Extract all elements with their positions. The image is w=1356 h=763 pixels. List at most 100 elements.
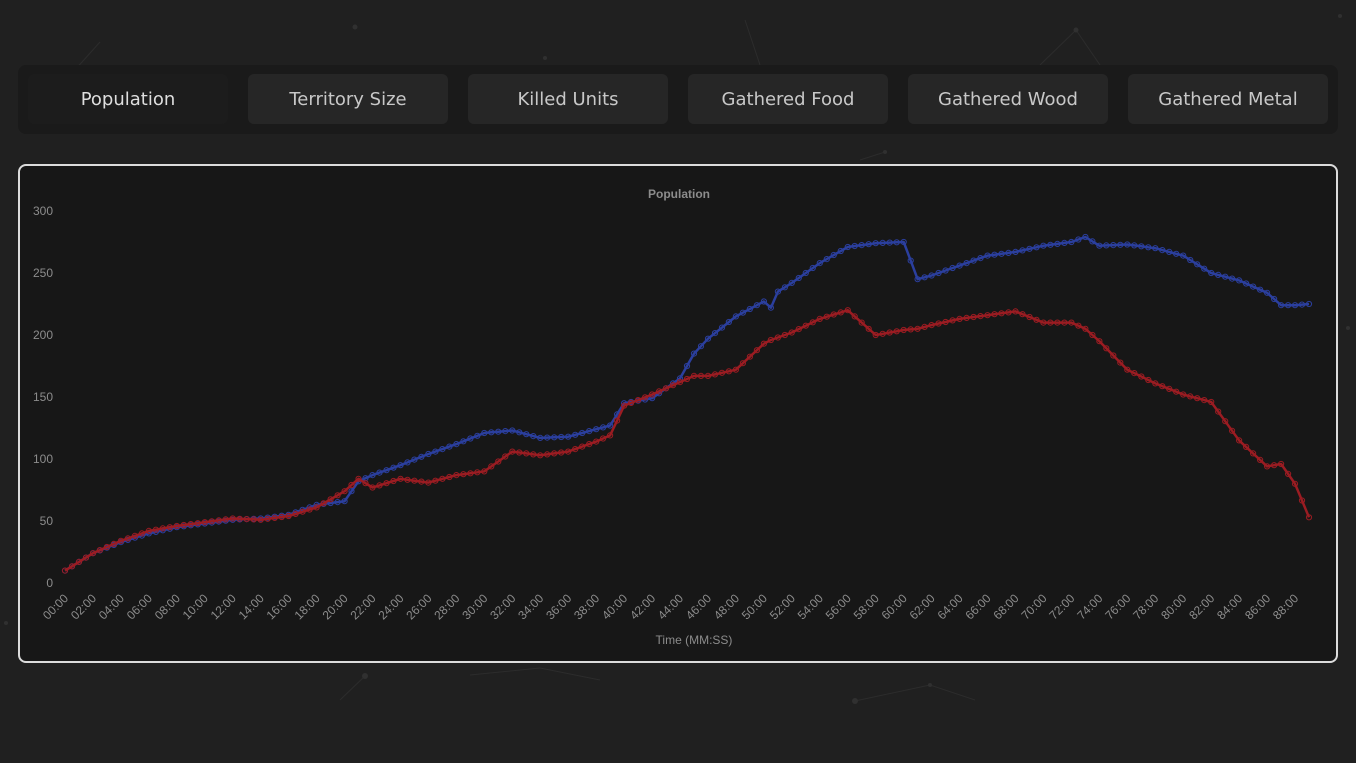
data-point[interactable] [1054, 240, 1061, 248]
data-point[interactable] [1305, 300, 1313, 308]
data-point[interactable] [460, 471, 467, 478]
data-point[interactable] [998, 310, 1005, 317]
data-point[interactable] [1208, 269, 1215, 277]
data-point[interactable] [649, 391, 656, 398]
data-point[interactable] [1236, 437, 1243, 444]
data-point[interactable] [453, 441, 460, 448]
data-point[interactable] [753, 302, 761, 309]
data-point[interactable] [690, 372, 698, 379]
data-point[interactable] [607, 422, 614, 429]
data-point[interactable] [921, 274, 928, 281]
data-point[interactable] [1089, 238, 1096, 245]
data-point[interactable] [1264, 289, 1271, 296]
data-point[interactable] [781, 284, 789, 291]
data-point[interactable] [509, 448, 516, 455]
data-point[interactable] [900, 326, 907, 334]
data-point[interactable] [970, 313, 977, 321]
data-point[interactable] [348, 488, 355, 495]
data-point[interactable] [942, 318, 949, 326]
data-point[interactable] [488, 429, 495, 436]
data-point[interactable] [61, 567, 69, 574]
data-point[interactable] [893, 328, 900, 335]
data-point[interactable] [1285, 302, 1292, 309]
data-point[interactable] [481, 468, 488, 475]
data-point[interactable] [586, 441, 593, 448]
data-point[interactable] [1145, 244, 1152, 251]
data-point[interactable] [530, 433, 537, 440]
data-point[interactable] [1187, 393, 1194, 400]
data-point[interactable] [963, 260, 970, 267]
data-point[interactable] [795, 326, 802, 333]
data-point[interactable] [1166, 385, 1173, 392]
data-point[interactable] [362, 480, 369, 487]
data-point[interactable] [1159, 383, 1166, 390]
tab-territory-size[interactable]: Territory Size [248, 74, 448, 124]
data-point[interactable] [760, 298, 768, 305]
data-point[interactable] [502, 453, 509, 460]
data-point[interactable] [131, 532, 139, 539]
data-point[interactable] [809, 264, 816, 272]
data-point[interactable] [830, 311, 837, 318]
data-point[interactable] [1019, 311, 1026, 318]
data-point[interactable] [1236, 277, 1243, 284]
data-point[interactable] [1208, 398, 1215, 406]
data-point[interactable] [551, 450, 558, 457]
data-point[interactable] [1222, 418, 1229, 425]
data-point[interactable] [376, 482, 383, 489]
data-point[interactable] [1075, 236, 1082, 243]
data-point[interactable] [956, 262, 963, 269]
data-point[interactable] [537, 434, 544, 441]
data-point[interactable] [96, 547, 104, 554]
data-point[interactable] [229, 515, 236, 522]
data-point[interactable] [537, 452, 544, 459]
data-point[interactable] [1159, 247, 1166, 254]
data-point[interactable] [593, 426, 600, 433]
data-point[interactable] [544, 451, 551, 458]
data-point[interactable] [397, 475, 404, 482]
data-point[interactable] [837, 309, 844, 316]
data-point[interactable] [215, 517, 222, 524]
data-point[interactable] [1291, 480, 1299, 487]
data-point[interactable] [516, 429, 523, 436]
data-point[interactable] [390, 464, 397, 471]
data-point[interactable] [739, 360, 747, 367]
data-point[interactable] [1278, 460, 1285, 468]
data-point[interactable] [523, 431, 530, 438]
data-point[interactable] [313, 504, 320, 511]
data-point[interactable] [166, 524, 173, 531]
data-point[interactable] [907, 257, 914, 264]
data-point[interactable] [1117, 241, 1124, 248]
data-point[interactable] [830, 251, 837, 259]
data-point[interactable] [404, 476, 411, 483]
data-point[interactable] [1005, 309, 1012, 316]
data-point[interactable] [418, 478, 425, 485]
data-point[interactable] [1243, 280, 1250, 287]
data-point[interactable] [565, 448, 572, 455]
data-point[interactable] [1019, 247, 1026, 254]
data-point[interactable] [495, 428, 502, 435]
data-point[interactable] [879, 239, 886, 247]
data-point[interactable] [1117, 359, 1124, 366]
data-point[interactable] [600, 435, 607, 442]
data-point[interactable] [1103, 345, 1110, 352]
data-point[interactable] [376, 469, 383, 476]
data-point[interactable] [956, 315, 963, 322]
data-point[interactable] [872, 240, 879, 247]
data-point[interactable] [236, 515, 243, 522]
data-point[interactable] [117, 537, 125, 544]
data-point[interactable] [942, 267, 949, 274]
data-point[interactable] [823, 256, 830, 263]
data-point[interactable] [1257, 286, 1264, 293]
data-point[interactable] [194, 520, 201, 527]
data-point[interactable] [1047, 319, 1054, 326]
data-point[interactable] [1229, 427, 1236, 434]
data-point[interactable] [1257, 456, 1264, 463]
data-point[interactable] [858, 242, 865, 249]
data-point[interactable] [103, 543, 111, 551]
tab-gathered-wood[interactable]: Gathered Wood [908, 74, 1108, 124]
data-point[interactable] [306, 506, 313, 513]
data-point[interactable] [201, 519, 208, 526]
data-point[interactable] [383, 467, 390, 474]
data-point[interactable] [1026, 313, 1033, 321]
data-point[interactable] [1194, 395, 1201, 402]
